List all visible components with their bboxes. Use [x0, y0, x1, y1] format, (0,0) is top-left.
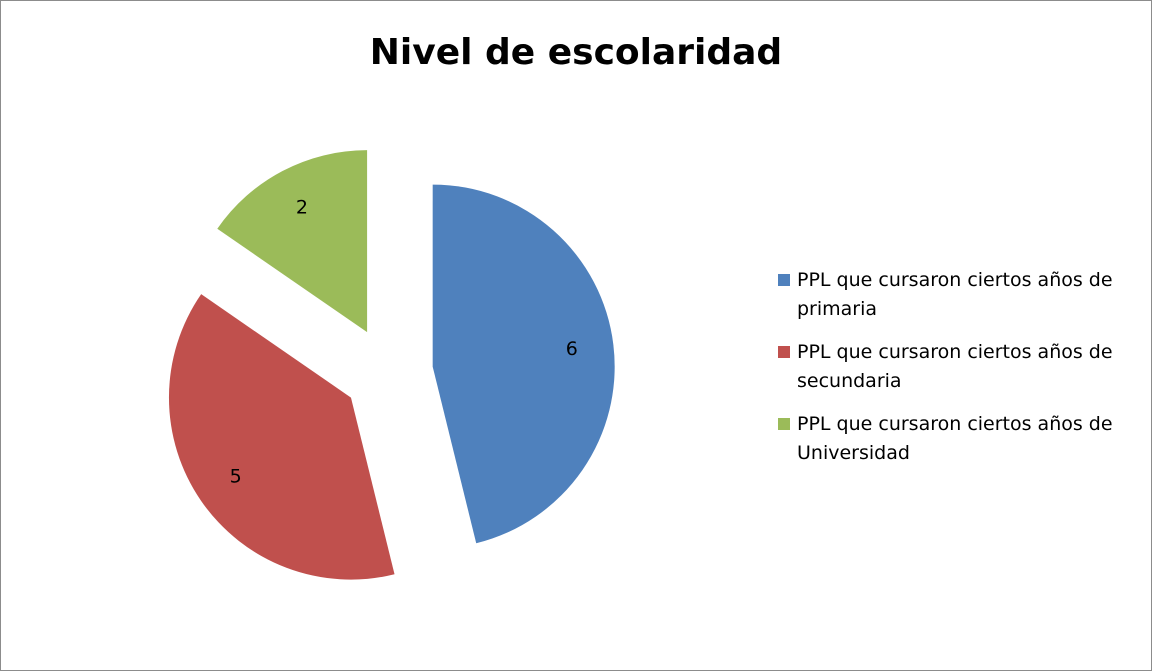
legend-label: PPL que cursaron ciertos años de secunda… — [797, 341, 1113, 392]
chart-title: Nivel de escolaridad — [370, 32, 782, 73]
data-label: 2 — [296, 197, 308, 219]
legend-entry: PPL que cursaron ciertos años de primari… — [778, 266, 1138, 324]
legend-label: PPL que cursaron ciertos años de primari… — [797, 269, 1113, 320]
pie-slice — [168, 294, 395, 580]
data-label: 5 — [230, 466, 242, 488]
pie-slice — [432, 184, 615, 544]
legend: PPL que cursaron ciertos años de primari… — [778, 266, 1138, 482]
legend-swatch — [778, 346, 790, 358]
legend-swatch — [778, 418, 790, 430]
legend-label: PPL que cursaron ciertos años de Univers… — [797, 413, 1113, 464]
pie-slice — [217, 150, 368, 333]
legend-swatch — [778, 274, 790, 286]
legend-entry: PPL que cursaron ciertos años de Univers… — [778, 410, 1138, 468]
data-label: 6 — [566, 338, 578, 360]
legend-entry: PPL que cursaron ciertos años de secunda… — [778, 338, 1138, 396]
